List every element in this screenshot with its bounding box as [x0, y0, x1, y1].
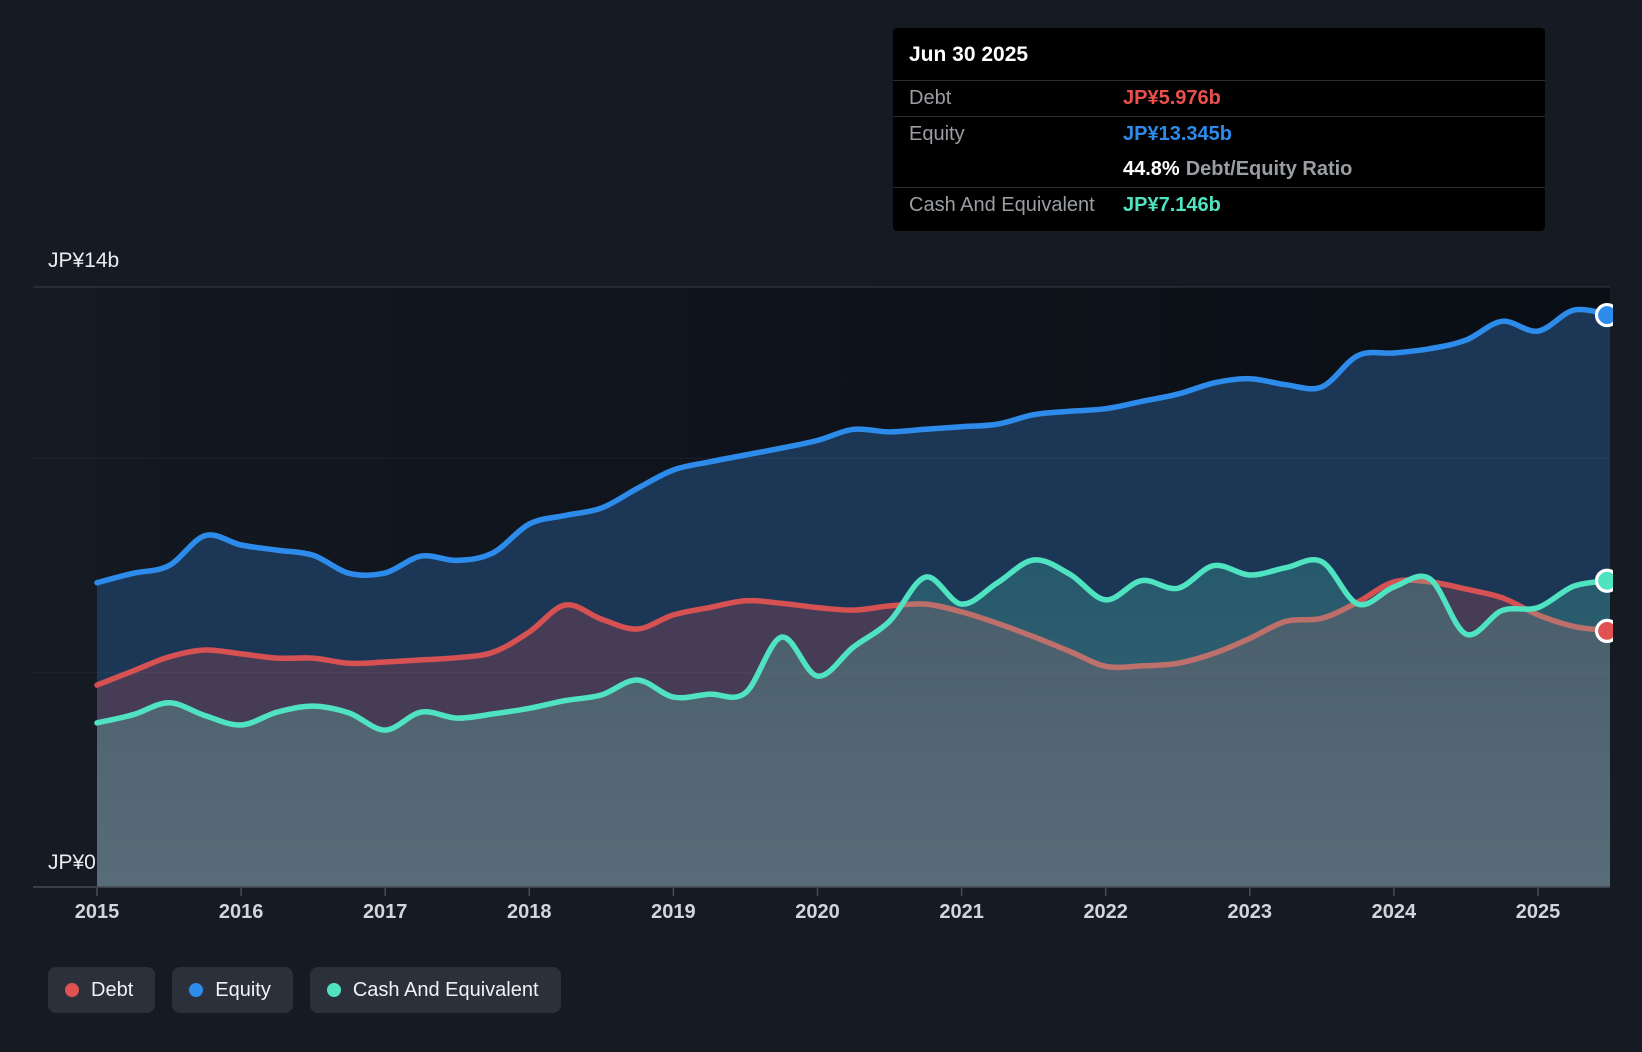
x-axis: 2015 2016 2017 2018 2019 2020 2021 2022 2023 2024… [33, 886, 1610, 923]
cash-area-sheen [97, 559, 1611, 887]
legend-item-debt[interactable]: Debt [48, 967, 156, 1013]
plot-background [97, 287, 1611, 583]
equity-dot-icon [189, 983, 204, 997]
debt-dot-icon [65, 983, 79, 997]
y-label-max: JP¥14b [48, 249, 119, 272]
tooltip-ratio-value: 44.8% [1123, 158, 1180, 180]
cash-line [94, 557, 1613, 733]
legend-debt-label: Debt [91, 978, 134, 1001]
tooltip-ratio-label: Debt/Equity Ratio [1185, 158, 1353, 180]
x-tick-label: 2021 [939, 901, 984, 923]
right-margin-mask [1613, 0, 1642, 940]
legend: Debt Equity Cash And Equivalent [48, 967, 561, 1013]
x-tick-label: 2023 [1228, 901, 1273, 923]
tooltip-row-ratio: 44.8% Debt/Equity Ratio [893, 152, 1545, 187]
debt-equity-area-chart[interactable]: 2015 2016 2017 2018 2019 2020 2021 2022 2023 2024… [0, 0, 1642, 940]
tooltip-equity-value: JP¥13.345b [1123, 123, 1232, 145]
tooltip-row-debt: Debt JP¥5.976b [893, 80, 1545, 116]
tooltip-row-equity: Equity JP¥13.345b [893, 116, 1545, 152]
x-tick-label: 2015 [75, 901, 120, 923]
tooltip-cash-label: Cash And Equivalent [909, 194, 1095, 216]
tooltip-date: Jun 30 2025 [909, 43, 1029, 66]
cash-dot-icon [326, 983, 341, 997]
x-tick-label: 2022 [1083, 901, 1128, 923]
legend-equity-label: Equity [215, 978, 271, 1001]
x-tick-label: 2016 [219, 901, 264, 923]
x-tick-label: 2024 [1372, 901, 1417, 923]
x-tick-label: 2019 [651, 901, 696, 923]
x-tick-label: 2018 [507, 901, 552, 923]
legend-item-equity[interactable]: Equity [172, 967, 293, 1013]
legend-cash-label: Cash And Equivalent [352, 978, 539, 1001]
y-label-zero: JP¥0 [48, 851, 96, 874]
tooltip-debt-label: Debt [909, 87, 952, 109]
tooltip-equity-label: Equity [909, 123, 965, 145]
legend-item-cash[interactable]: Cash And Equivalent [309, 967, 561, 1013]
tooltip-cash-value: JP¥7.146b [1123, 194, 1221, 216]
x-tick-label: 2020 [795, 901, 840, 923]
x-tick-label: 2017 [363, 901, 408, 923]
tooltip-row-cash: Cash And Equivalent JP¥7.146b [893, 187, 1545, 223]
y-axis-labels: JP¥14b JP¥0 [48, 249, 119, 874]
x-tick-label: 2025 [1516, 901, 1561, 923]
tooltip-debt-value: JP¥5.976b [1123, 87, 1221, 109]
end-markers [1594, 302, 1620, 643]
tooltip: Jun 30 2025 Debt JP¥5.976b Equity JP¥13.… [893, 28, 1545, 231]
equity-line [94, 306, 1613, 586]
